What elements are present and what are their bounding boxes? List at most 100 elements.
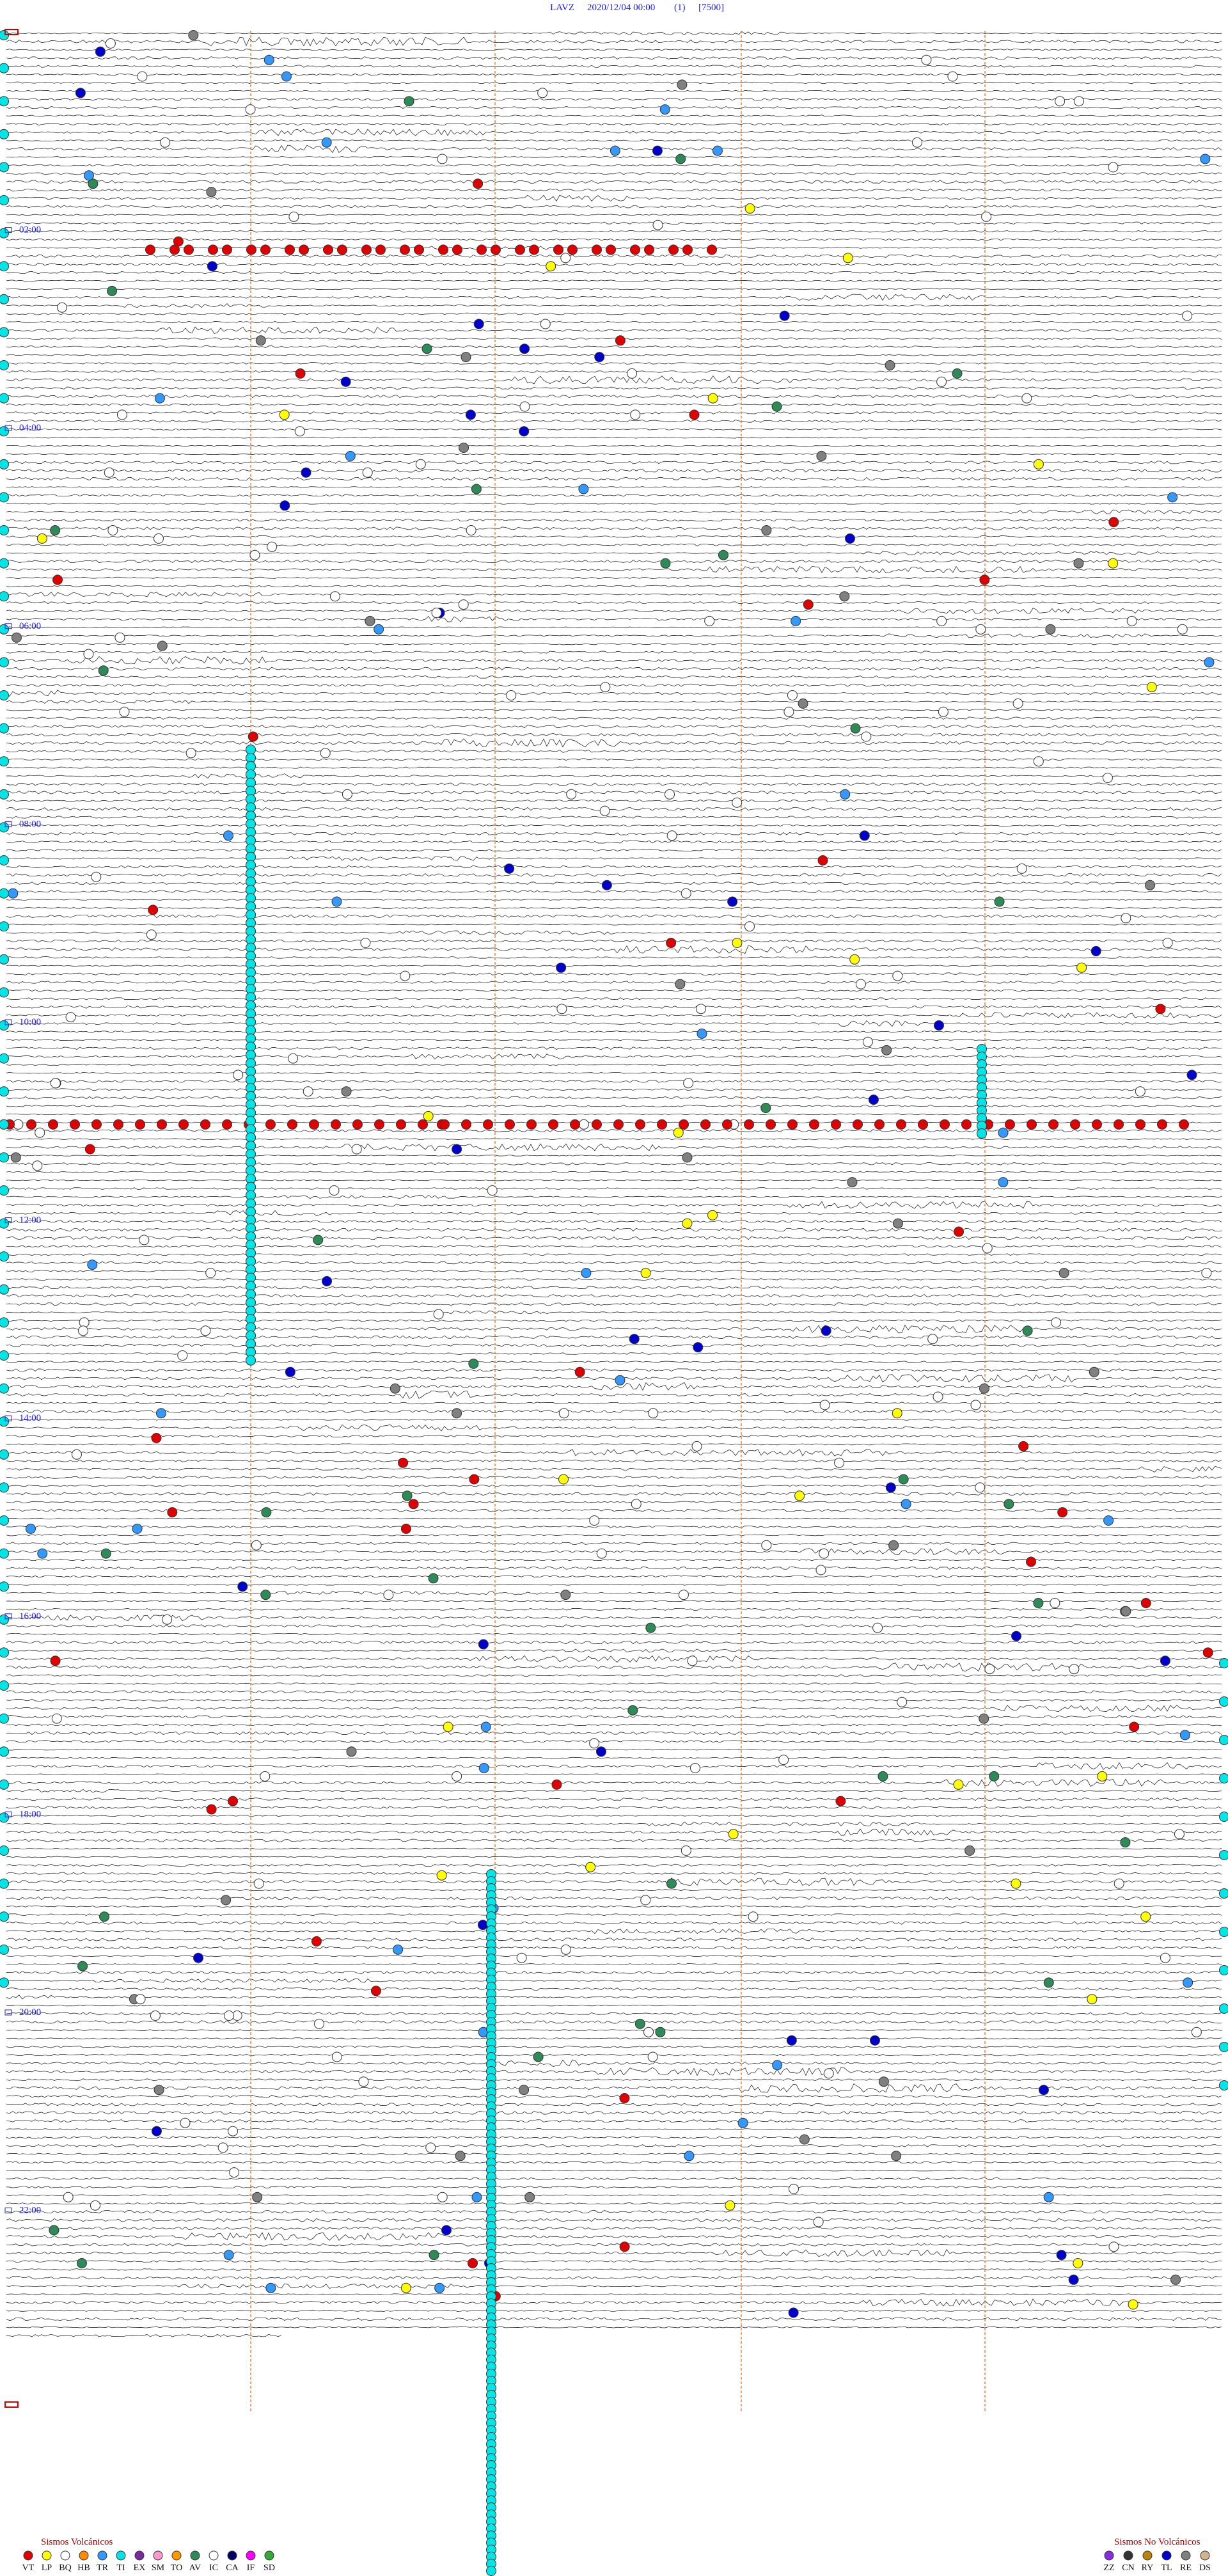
event [0,1581,9,1592]
event [897,1696,908,1707]
event [786,2035,797,2046]
trace [6,1821,1222,1827]
events [0,30,1228,2576]
trace [6,1210,1222,1217]
event [452,1771,462,1782]
event [329,591,340,602]
event [989,1771,1000,1782]
event [248,731,258,742]
trace [6,608,1222,614]
event [964,1845,975,1856]
event [700,1119,711,1130]
trace [6,2004,1222,2007]
trace [6,411,1222,415]
event [154,2085,164,2096]
event [668,244,679,255]
event [358,2076,369,2087]
trace [6,1723,1222,1727]
event [874,1119,885,1130]
trace [6,436,1222,439]
event [778,1755,789,1766]
event [560,1590,571,1600]
trace [6,1905,1222,1908]
event [819,1400,830,1410]
event [878,2076,889,2087]
event [760,1103,771,1113]
event [0,789,9,800]
trace [6,81,1222,84]
legend-code: AV [189,2563,201,2573]
event [0,756,9,767]
trace [6,856,1222,861]
trace [6,2232,1222,2241]
station: LAVZ [550,3,574,13]
event [0,195,9,205]
event [36,533,47,544]
trace [6,1633,1222,1636]
event [697,1028,707,1039]
event [185,748,196,759]
event [329,1185,340,1196]
event [167,1507,178,1518]
trace [6,981,1222,984]
event [601,880,612,890]
trace [6,1946,1222,1950]
trace [6,1534,1222,1537]
event [970,1400,981,1410]
event [0,1911,9,1922]
trace [6,2119,1222,2123]
event [859,830,870,841]
event [684,2151,695,2161]
trace [6,1319,1222,1322]
trace [6,477,1222,481]
trace [6,1096,1222,1100]
trace [6,832,1222,835]
trace [6,799,1222,802]
event [352,1119,363,1130]
trace [6,1896,1222,1900]
time-label: 10:00 [19,1017,41,1027]
event [1068,2274,1079,2285]
trace [6,1698,1222,1702]
event [660,558,671,569]
event [1108,517,1119,528]
event [519,426,530,437]
event [1183,1977,1193,1988]
event [567,244,578,255]
trace [6,2037,1222,2040]
trace [6,1443,1222,1446]
trace [6,2078,1222,2081]
trace [6,1508,1222,1512]
trace [6,1039,1222,1041]
event [260,1590,271,1600]
trace [6,1856,1222,1858]
event [912,137,923,148]
event [229,2167,240,2178]
event [1005,1119,1015,1130]
event [437,2192,448,2202]
trace [6,1220,1222,1223]
trace [6,1542,1222,1545]
event [428,1573,439,1584]
event [519,344,530,354]
trace [6,1434,1222,1438]
trace [6,2334,282,2337]
trace [6,1740,1222,1743]
event [1186,1070,1197,1080]
trace [6,1558,1222,1561]
trace [6,535,1222,538]
event [433,1309,444,1320]
event [645,1622,656,1633]
trace [6,2083,1222,2093]
event [783,706,794,717]
event [0,591,9,602]
event [264,54,274,65]
event [360,938,371,948]
trace [6,1162,1222,1166]
event [0,1251,9,1262]
trace [6,709,1222,711]
time-label: 12:00 [19,1215,41,1226]
event [553,244,563,255]
trace [6,1449,1222,1457]
event [975,1482,986,1493]
